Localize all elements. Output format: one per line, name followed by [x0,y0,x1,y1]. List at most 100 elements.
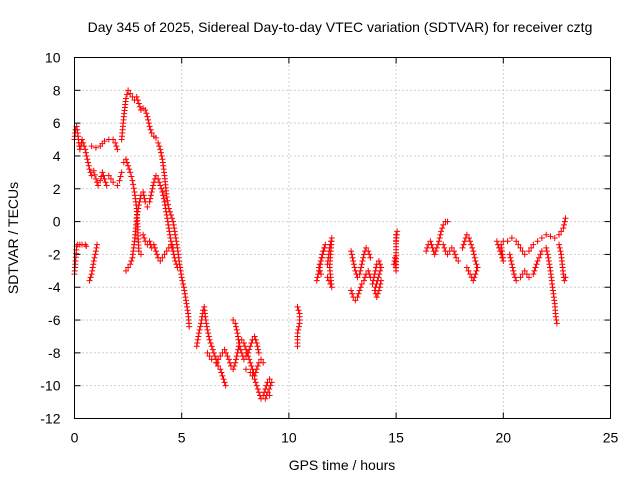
data-point [450,248,457,255]
data-point [320,248,327,255]
data-point [553,320,560,327]
data-point [357,267,364,274]
data-point [197,323,204,330]
data-point [531,267,538,274]
data-point [146,123,153,130]
data-point [468,274,475,281]
data-point [172,231,179,238]
data-point [436,235,443,241]
data-point [348,248,355,255]
data-point [171,228,178,235]
data-point [171,254,178,261]
data-point [255,346,262,353]
data-point [137,251,144,258]
data-point [526,274,533,281]
data-point [248,362,255,369]
data-point [266,376,273,383]
data-point [374,290,381,297]
data-point [544,251,551,258]
data-point [504,238,511,245]
data-point [145,120,152,127]
data-point [160,192,167,199]
data-point [262,395,269,402]
data-point [254,362,261,369]
data-point [561,218,568,225]
data-point [142,107,149,114]
data-point [174,264,181,271]
data-point [295,307,302,314]
data-point [202,313,209,320]
data-point [103,182,110,189]
data-point [470,248,477,255]
data-point [90,167,97,174]
data-point [366,271,373,278]
data-point [359,257,366,264]
data-point [357,284,364,291]
data-point [440,221,447,228]
data-point [561,277,568,284]
data-point [526,248,533,255]
data-point [136,103,143,110]
data-point [88,143,95,150]
data-point [441,244,448,251]
data-point [513,277,520,284]
data-point [88,271,95,278]
data-point [423,248,430,255]
data-point [296,310,303,317]
data-point [560,225,567,232]
data-point [463,264,470,271]
data-point [552,313,559,320]
data-point [90,261,97,268]
data-point [233,323,240,330]
data-point [151,244,158,251]
data-point [528,244,535,251]
data-point [319,251,326,258]
data-point [133,93,140,100]
data-point [253,382,260,389]
data-point [367,254,374,261]
data-point [349,290,356,297]
data-point [156,179,163,186]
data-point [110,179,117,186]
data-point [82,146,89,153]
data-point [150,179,157,186]
data-point [222,382,229,389]
data-point [208,356,215,363]
data-point [211,353,218,360]
data-point [94,179,101,186]
data-point [166,231,173,238]
data-point [236,340,243,347]
data-point [428,241,435,248]
data-point [355,290,362,297]
data-point [375,287,382,294]
data-point [134,208,141,215]
data-point [266,392,273,399]
data-point [461,238,468,245]
data-point [217,366,224,373]
data-point [508,235,515,241]
data-point [203,320,210,327]
data-point [444,251,451,258]
data-point [543,231,550,238]
data-point [122,95,129,102]
data-point [267,382,274,389]
data-point [468,241,475,248]
data-point [91,254,98,261]
data-point [194,340,201,347]
data-point [545,254,552,261]
data-point [517,244,524,251]
data-point [162,205,169,212]
data-point [157,146,164,153]
data-point [472,257,479,264]
data-point [152,248,159,255]
data-point [163,248,170,255]
data-point [219,372,226,379]
data-point [197,320,204,327]
data-point [366,251,373,258]
data-point [167,241,174,248]
data-point [134,97,141,104]
data-point [463,231,470,238]
y-tick-label: 0 [53,214,61,230]
data-point [165,225,172,232]
data-point [154,251,161,258]
